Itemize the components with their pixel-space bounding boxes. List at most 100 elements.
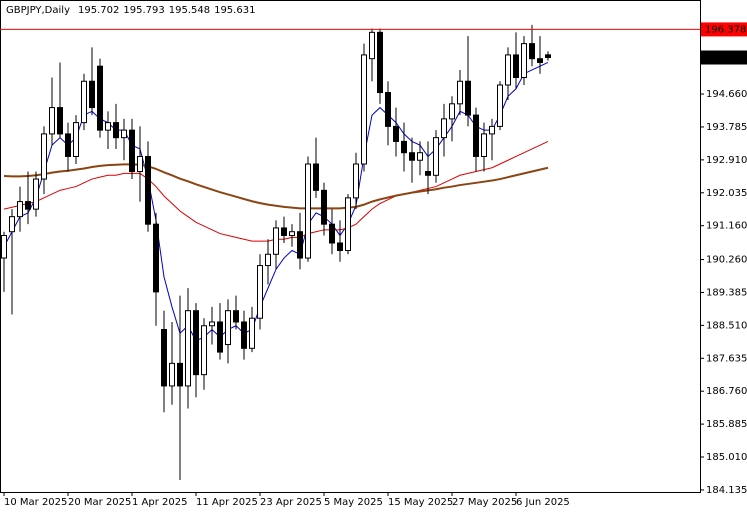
candle-body (9, 216, 15, 233)
y-tick-label: 187.635 (706, 353, 747, 364)
candle-body (137, 155, 143, 173)
x-tick-label: 27 May 2025 (452, 497, 517, 508)
candle-body (433, 137, 439, 176)
candle-body (497, 84, 503, 127)
candle-body (145, 155, 151, 225)
candle-body (81, 80, 87, 124)
y-tick-label: 186.760 (706, 386, 747, 397)
candle-body (73, 122, 79, 157)
candle-body (49, 107, 55, 135)
candle-body (257, 265, 263, 319)
y-tick-label: 184.135 (706, 485, 747, 496)
candle-body (241, 321, 247, 349)
candle-body (457, 80, 463, 105)
candle-body (321, 189, 327, 225)
y-tick-label: 189.385 (706, 287, 747, 298)
candle-body (441, 118, 447, 139)
candle-body (225, 310, 231, 346)
candle-body (465, 80, 471, 116)
candle-body (385, 92, 391, 127)
candle-body (209, 321, 215, 327)
candle-body (345, 197, 351, 252)
candle-body (41, 133, 47, 180)
candle-body (529, 43, 535, 60)
candle-body (273, 227, 279, 255)
x-tick-label: 10 Mar 2025 (4, 497, 67, 508)
candle-body (25, 201, 31, 210)
candle-body (153, 223, 159, 293)
candle-body (129, 129, 135, 173)
candle-body (329, 223, 335, 244)
x-tick-label: 5 May 2025 (324, 497, 383, 508)
candle-body (473, 114, 479, 157)
candle-body (377, 31, 383, 94)
y-tick-label: 192.035 (706, 188, 747, 199)
candle-body (185, 310, 191, 387)
candle-body (89, 80, 95, 109)
candle-body (169, 362, 175, 387)
y-tick-label: 190.260 (706, 255, 747, 266)
candle-body (337, 242, 343, 252)
candle-body (505, 54, 511, 86)
y-tick-label: 185.010 (706, 452, 747, 463)
x-tick-label: 15 May 2025 (388, 497, 453, 508)
candle-body (281, 227, 287, 236)
candle-body (393, 125, 399, 142)
price-label: 195.631 (705, 53, 746, 64)
ma-line (3, 163, 549, 210)
candle-body (265, 253, 271, 267)
ohlc-close: 195.631 (214, 5, 255, 16)
candle-body (17, 201, 23, 218)
y-tick-label: 193.785 (706, 122, 747, 133)
y-tick-label: 194.660 (706, 89, 747, 100)
chart-title: GBPJPY,Daily 195.702 195.793 195.548 195.631 (6, 5, 255, 16)
x-tick-label: 1 Apr 2025 (132, 497, 187, 508)
candle-body (305, 163, 311, 259)
x-tick-label: 23 Apr 2025 (260, 497, 322, 508)
candle-body (521, 43, 527, 78)
candle-body (233, 310, 239, 323)
candle-body (121, 129, 127, 139)
candle-body (1, 234, 7, 259)
candle-body (449, 103, 455, 120)
level-label: 196.378 (705, 24, 746, 35)
candle-body (513, 54, 519, 78)
candle-body (65, 133, 71, 157)
candle-body (361, 54, 367, 165)
candle-body (193, 310, 199, 376)
candle-body (57, 107, 63, 135)
candle-body (289, 231, 295, 236)
x-tick-label: 20 Mar 2025 (68, 497, 131, 508)
candle-body (105, 122, 111, 131)
candle-body (417, 152, 423, 161)
y-tick-label: 185.885 (706, 419, 747, 430)
ohlc-low: 195.548 (169, 5, 210, 16)
level-label-bg (701, 22, 747, 37)
x-tick-label: 11 Apr 2025 (196, 497, 258, 508)
x-tick-label: 6 Jun 2025 (516, 497, 570, 508)
candle-body (409, 152, 415, 161)
candle-body (401, 140, 407, 154)
price-label-bg (701, 50, 747, 65)
ohlc-open: 195.702 (78, 5, 119, 16)
candle-body (177, 362, 183, 387)
candle-body (201, 325, 207, 376)
candle-body (97, 65, 103, 131)
candle-body (113, 122, 119, 139)
candle-body (249, 317, 255, 349)
candle-body (353, 163, 359, 199)
candle-body (217, 321, 223, 353)
candle-body (313, 163, 319, 191)
candle-body (161, 329, 167, 387)
candle-body (33, 178, 39, 210)
candle-body (537, 58, 543, 63)
candle-body (545, 54, 551, 59)
candle-body (425, 171, 431, 176)
symbol: GBPJPY,Daily (6, 5, 70, 16)
candle-body (369, 31, 375, 60)
y-tick-label: 188.510 (706, 320, 747, 331)
ohlc-high: 195.793 (123, 5, 164, 16)
candle-body (297, 231, 303, 259)
candle-body (481, 133, 487, 157)
